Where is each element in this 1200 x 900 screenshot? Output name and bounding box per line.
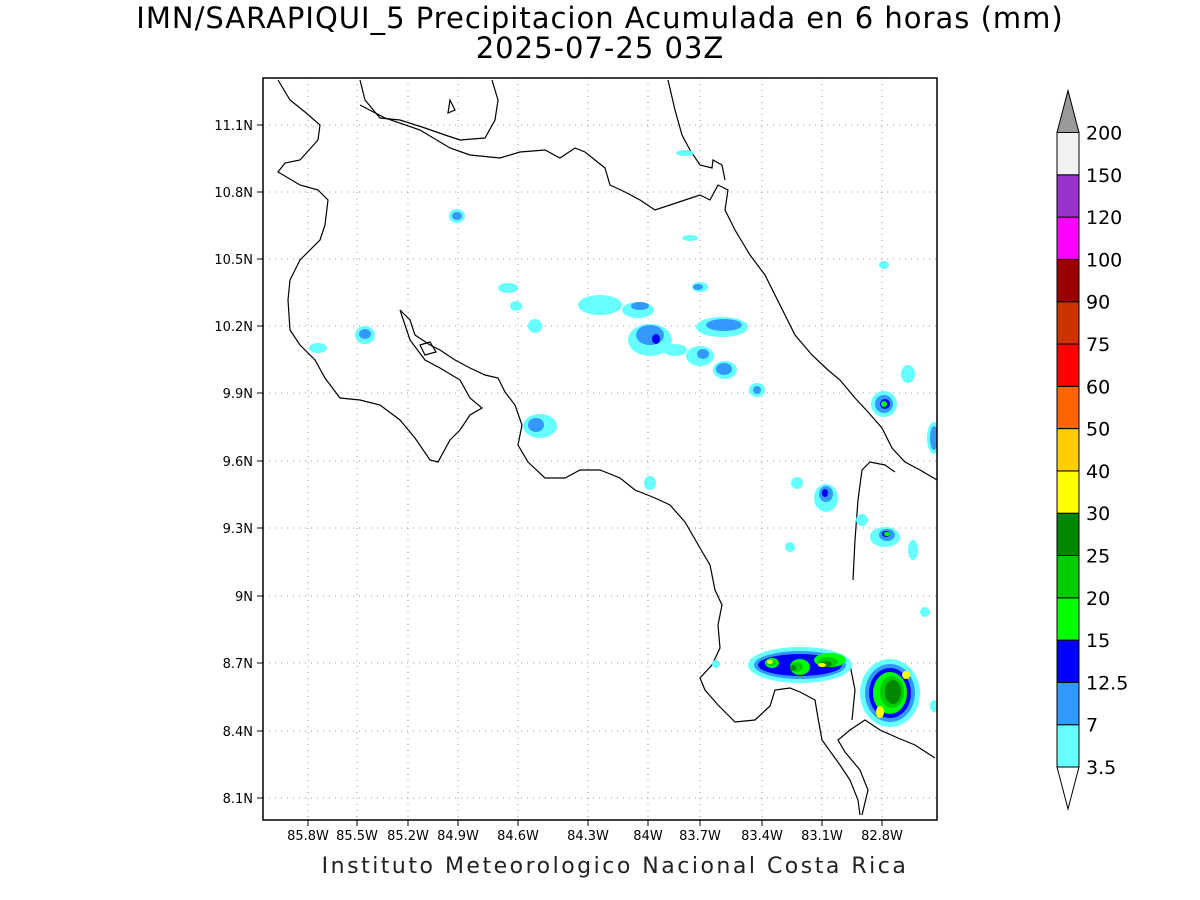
colorbar-swatch [1056, 174, 1080, 218]
colorbar-swatch [1056, 639, 1080, 683]
colorbar-label: 12.5 [1086, 672, 1128, 694]
lon-tick-label: 83.4W [741, 829, 783, 844]
lat-tick-label: 9N [235, 590, 253, 605]
colorbar-swatch [1056, 681, 1080, 726]
colorbar-swatch [1056, 470, 1080, 514]
lat-tick-label: 8.1N [223, 792, 253, 807]
lat-tick-label: 10.8N [214, 186, 253, 201]
colorbar-label: 40 [1086, 461, 1110, 483]
lat-tick-label: 10.2N [214, 320, 253, 335]
lon-tick-label: 84.6W [497, 829, 539, 844]
colorbar-swatch [1056, 512, 1080, 557]
lat-tick-label: 8.7N [223, 657, 253, 672]
colorbar-label: 120 [1086, 207, 1122, 229]
colorbar-bottom-arrow [1056, 766, 1080, 811]
colorbar-swatch [1056, 597, 1080, 641]
colorbar-label: 200 [1086, 123, 1122, 145]
colorbar-label: 75 [1086, 334, 1110, 356]
lon-tick-label: 83.1W [801, 829, 843, 844]
colorbar-label: 25 [1086, 546, 1110, 568]
colorbar-swatch [1056, 724, 1080, 768]
colorbar-legend: 3.5 7 12.5 15 20 25 30 40 50 60 75 90 100 120 150 200 [1056, 88, 1128, 811]
colorbar-swatch [1056, 428, 1080, 472]
colorbar-label: 15 [1086, 630, 1110, 652]
colorbar-swatch [1056, 343, 1080, 387]
colorbar-label: 150 [1086, 165, 1122, 187]
lat-tick-label: 10.5N [214, 253, 253, 268]
colorbar-label: 60 [1086, 376, 1110, 398]
lon-tick-label: 84.3W [567, 829, 609, 844]
colorbar-label: 90 [1086, 292, 1110, 314]
lat-tick-label: 9.9N [223, 387, 253, 402]
lat-tick-label: 9.3N [223, 522, 253, 537]
lon-tick-label: 84W [633, 829, 663, 844]
lat-tick-label: 11.1N [214, 119, 253, 134]
colorbar-swatch [1056, 132, 1080, 176]
footer-credit: Instituto Meteorologico Nacional Costa R… [321, 854, 909, 879]
colorbar-label: 50 [1086, 419, 1110, 441]
colorbar-label: 20 [1086, 588, 1110, 610]
lat-tick-label: 9.6N [223, 455, 253, 470]
colorbar-swatch [1056, 301, 1080, 345]
colorbar-top-arrow [1056, 88, 1080, 133]
colorbar-label: 3.5 [1086, 757, 1116, 779]
colorbar-swatch [1056, 258, 1080, 303]
lon-tick-label: 85.2W [387, 829, 429, 844]
coastline [277, 79, 937, 816]
colorbar-label: 100 [1086, 249, 1122, 271]
lon-tick-label: 85.8W [287, 829, 329, 844]
latitude-labels: 11.1N 10.8N 10.5N 10.2N 9.9N 9.6N 9.3N 9N 8.7N 8.… [214, 119, 263, 807]
lon-tick-label: 84.9W [437, 829, 479, 844]
colorbar-label: 30 [1086, 503, 1110, 525]
colorbar-swatch [1056, 216, 1080, 260]
lon-tick-label: 82.8W [861, 829, 903, 844]
colorbar-label: 7 [1086, 715, 1098, 737]
colorbar-swatch [1056, 385, 1080, 430]
lat-tick-label: 8.4N [223, 725, 253, 740]
lon-tick-label: 85.5W [336, 829, 378, 844]
precipitation-contours [309, 150, 937, 727]
map-frame [262, 77, 938, 821]
map-datetime: 2025-07-25 03Z [475, 31, 725, 65]
longitude-labels: 85.8W 85.5W 85.2W 84.9W 84.6W 84.3W 84W 83.7W 83… [287, 820, 903, 844]
map-title: IMN/SARAPIQUI_5 Precipitacion Acumulada … [136, 1, 1064, 35]
map-grid [263, 78, 937, 820]
lon-tick-label: 83.7W [679, 829, 721, 844]
colorbar-swatch [1056, 555, 1080, 599]
